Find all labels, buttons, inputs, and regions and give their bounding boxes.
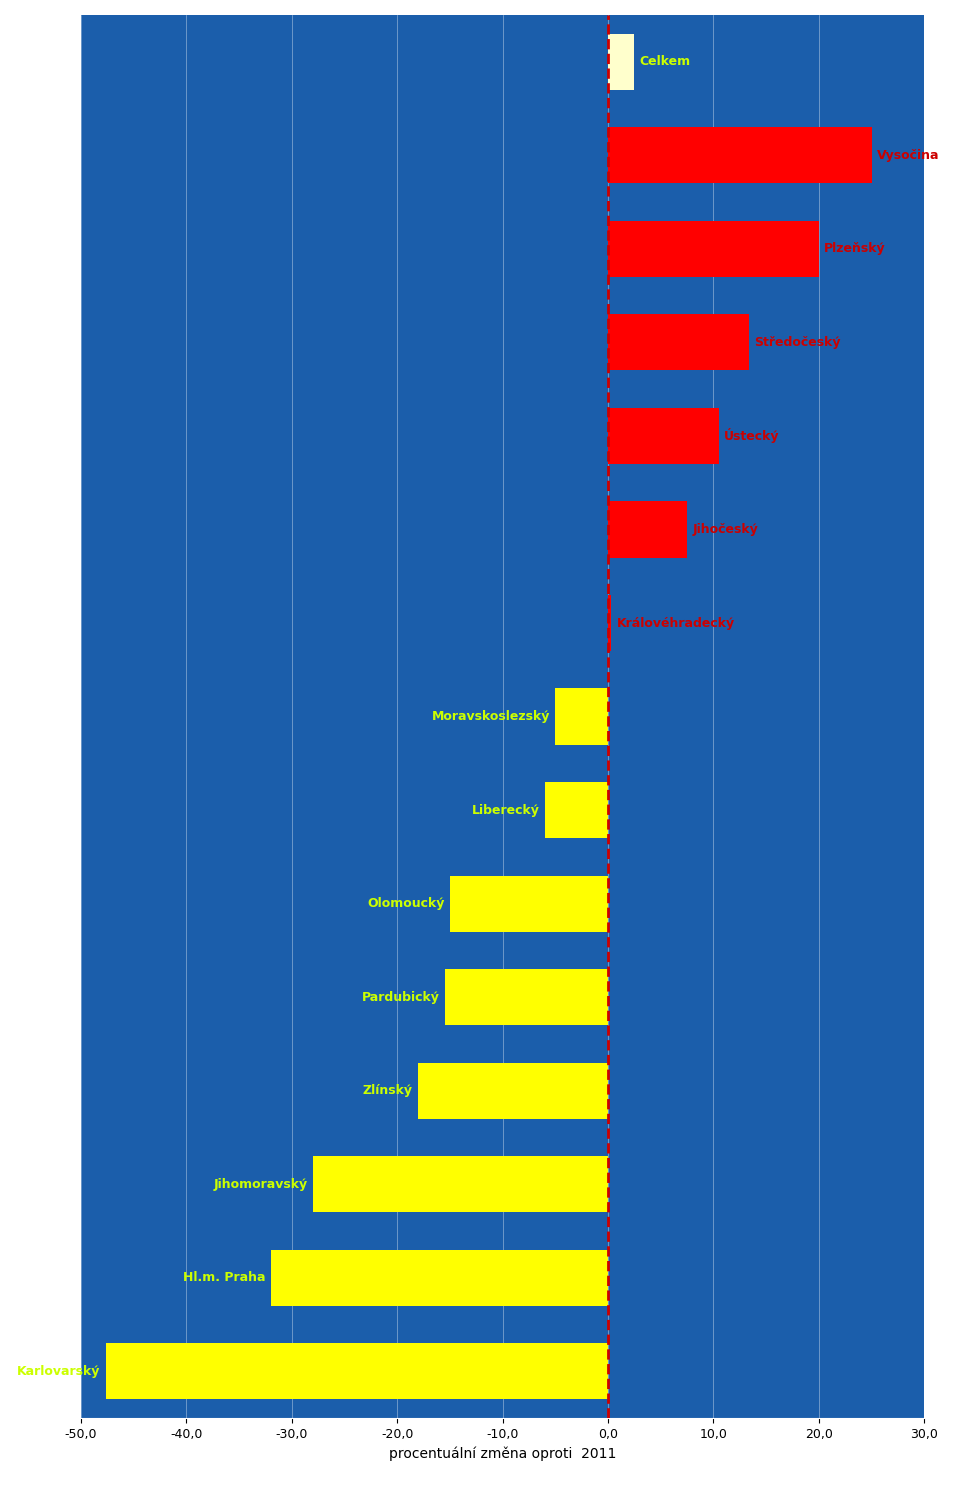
Bar — [555, 688, 608, 744]
Bar — [450, 875, 608, 932]
Bar — [106, 1343, 608, 1399]
Text: Ústecký: Ústecký — [724, 428, 780, 443]
Text: Plzeňský: Plzeňský — [825, 242, 886, 256]
Text: Pardubický: Pardubický — [361, 991, 440, 1003]
Bar — [608, 33, 635, 90]
Text: Moravskoslezský: Moravskoslezský — [432, 709, 550, 723]
Bar — [419, 1063, 608, 1119]
Text: Jihočeský: Jihočeský — [692, 523, 758, 536]
Bar — [608, 315, 750, 370]
Bar — [608, 127, 872, 184]
Text: Vysočina: Vysočina — [876, 149, 940, 161]
Text: Hl.m. Praha: Hl.m. Praha — [182, 1271, 265, 1285]
Text: Zlínský: Zlínský — [363, 1084, 413, 1098]
Text: Celkem: Celkem — [639, 56, 691, 68]
Bar — [444, 968, 608, 1026]
Bar — [271, 1250, 608, 1306]
X-axis label: procentuální změna oproti  2011: procentuální změna oproti 2011 — [389, 1446, 616, 1461]
Bar — [608, 221, 819, 277]
Bar — [544, 782, 608, 839]
Text: Královéhradecký: Královéhradecký — [616, 616, 734, 630]
Text: Karlovarský: Karlovarský — [17, 1364, 101, 1378]
Bar — [608, 501, 687, 557]
Bar — [608, 595, 612, 651]
Text: Liberecký: Liberecký — [471, 804, 540, 816]
Text: Olomoucký: Olomoucký — [367, 898, 444, 910]
Text: Jihomoravský: Jihomoravský — [213, 1178, 307, 1191]
Bar — [608, 408, 719, 464]
Bar — [313, 1157, 608, 1212]
Text: Středočeský: Středočeský — [755, 336, 841, 349]
